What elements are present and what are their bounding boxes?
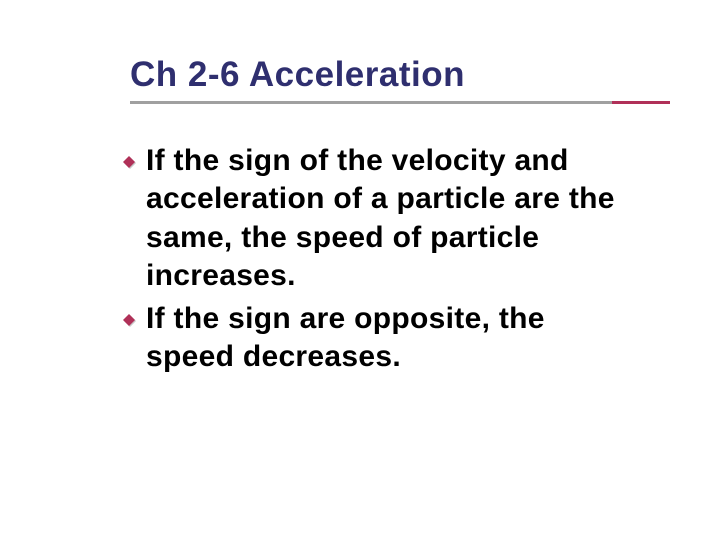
- bullet-text: If the sign are opposite, the speed decr…: [146, 300, 620, 377]
- diamond-bullet-icon: [122, 156, 136, 170]
- underline-grey: [130, 101, 670, 104]
- bullet-list: If the sign of the velocity and accelera…: [122, 142, 620, 376]
- list-item: If the sign of the velocity and accelera…: [122, 142, 620, 296]
- slide: Ch 2-6 Acceleration If the sign of the v…: [0, 0, 720, 540]
- slide-title: Ch 2-6 Acceleration: [130, 55, 660, 95]
- underline-accent: [612, 101, 670, 104]
- list-item: If the sign are opposite, the speed decr…: [122, 300, 620, 377]
- title-block: Ch 2-6 Acceleration: [130, 55, 660, 104]
- title-underline: [130, 101, 670, 104]
- bullet-text: If the sign of the velocity and accelera…: [146, 142, 620, 296]
- diamond-bullet-icon: [122, 314, 136, 328]
